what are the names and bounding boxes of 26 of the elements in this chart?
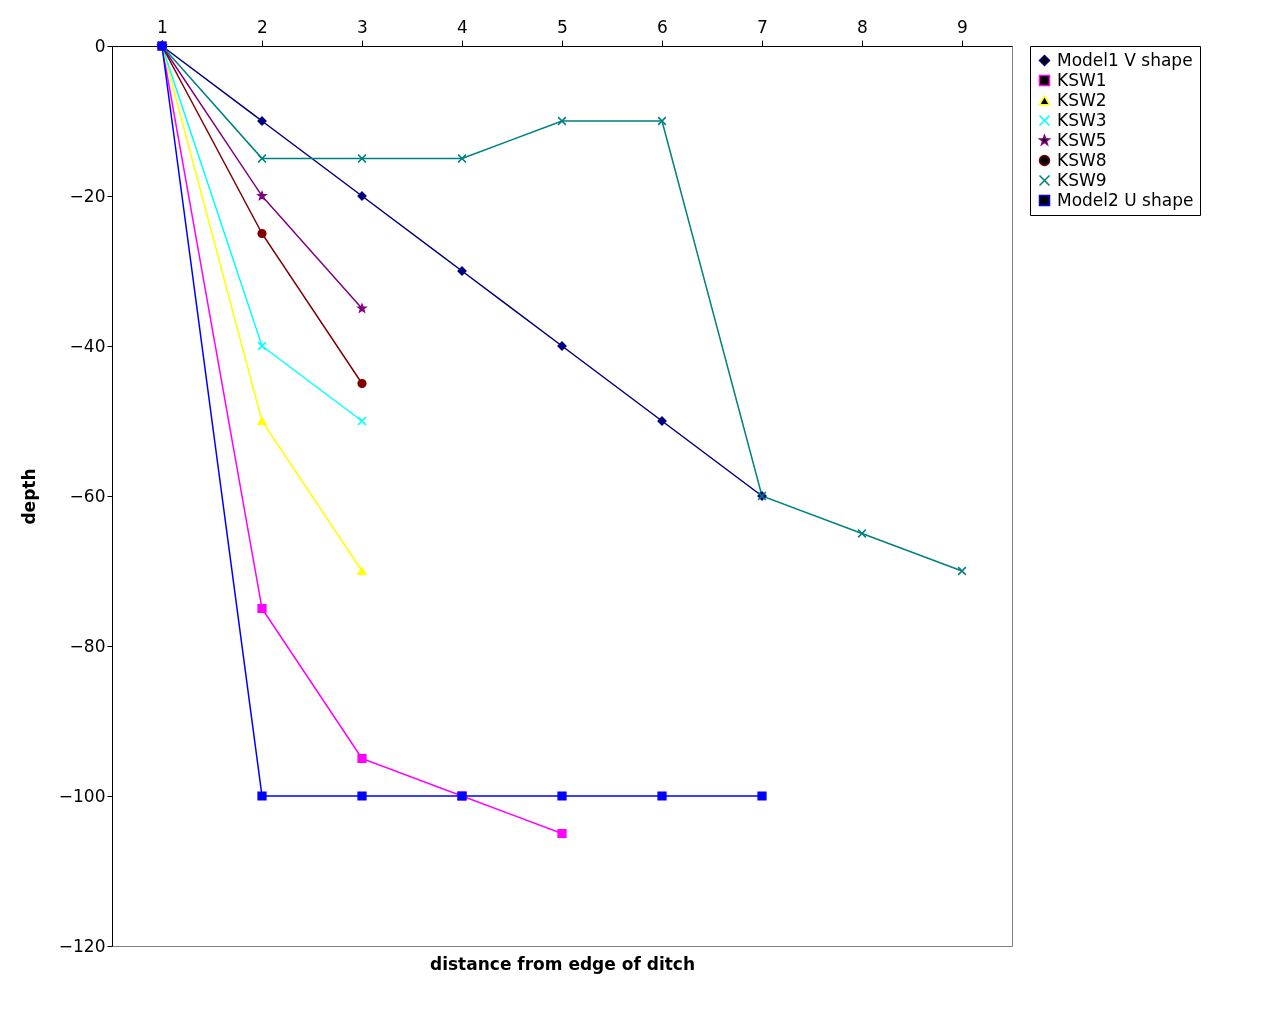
legend-label: KSW9 (1057, 169, 1107, 190)
x-tick-label: 7 (757, 16, 768, 37)
legend-label: KSW8 (1057, 149, 1107, 170)
x-tick-label: 2 (257, 16, 268, 37)
y-tick-label: −100 (58, 785, 106, 806)
legend-label: KSW1 (1057, 69, 1107, 90)
legend-label: Model1 V shape (1057, 49, 1193, 70)
legend-label: KSW5 (1057, 129, 1107, 150)
x-tick-label: 4 (457, 16, 468, 37)
legend-label: KSW2 (1057, 89, 1107, 110)
x-tick-label: 3 (357, 16, 368, 37)
x-tick-label: 1 (157, 16, 168, 37)
legend-label: Model2 U shape (1057, 189, 1194, 210)
x-tick-label: 8 (857, 16, 868, 37)
y-tick-label: 0 (94, 35, 106, 56)
x-tick-label: 5 (557, 16, 568, 37)
x-tick-label: 6 (657, 16, 668, 37)
x-tick-label: 9 (957, 16, 968, 37)
y-tick-label: −60 (69, 485, 106, 506)
y-tick-label: −20 (69, 185, 106, 206)
y-tick-label: −40 (69, 335, 106, 356)
legend-label: KSW3 (1057, 109, 1107, 130)
y-tick-label: −120 (58, 935, 106, 956)
y-tick-label: −80 (69, 635, 106, 656)
y-axis-title: depth (18, 468, 39, 525)
x-axis-title: distance from edge of ditch (429, 953, 696, 974)
